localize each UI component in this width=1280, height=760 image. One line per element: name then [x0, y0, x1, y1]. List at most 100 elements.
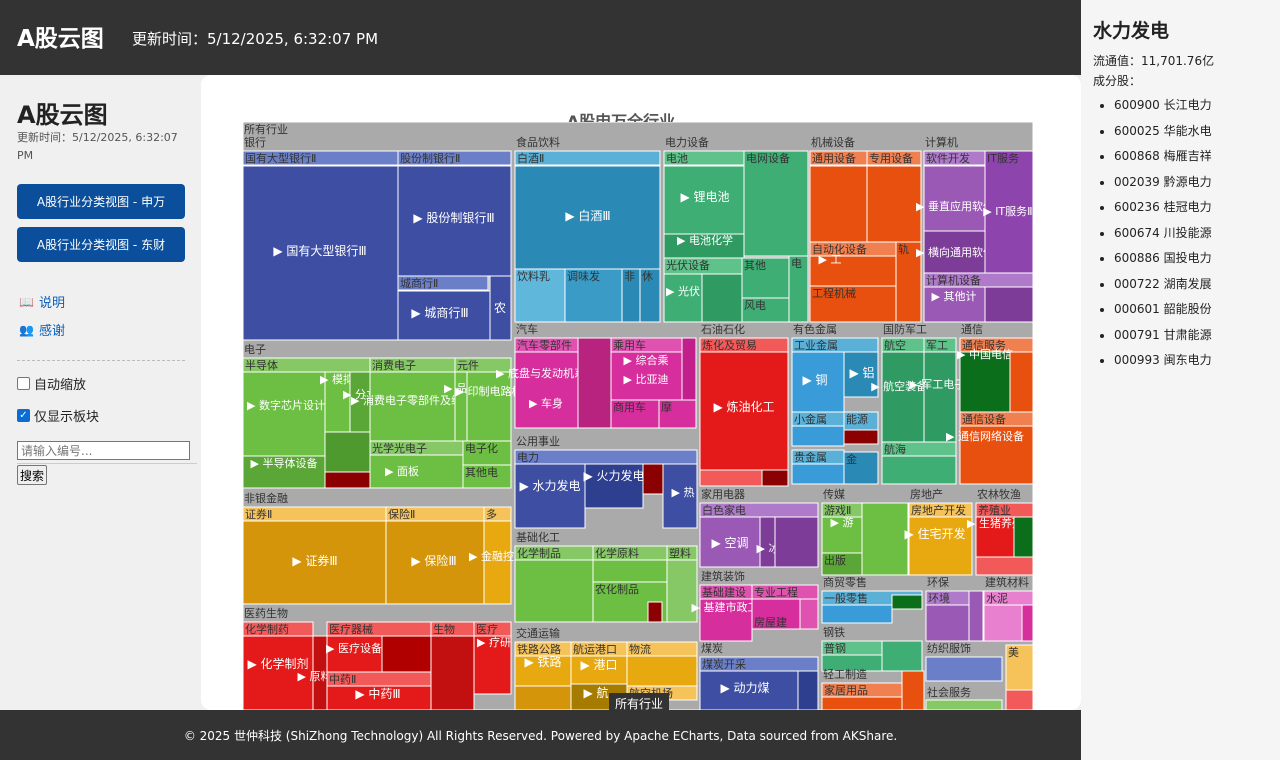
view-shenwan-button[interactable]: A股行业分类视图 - 申万 — [17, 184, 185, 219]
treemap-cell[interactable] — [792, 464, 844, 484]
treemap-cell[interactable] — [627, 656, 697, 686]
treemap-cell[interactable] — [1022, 605, 1033, 641]
thanks-link-label: 感谢 — [39, 320, 65, 339]
treemap-header-label: 通信设备 — [962, 412, 1006, 426]
stock-item: 000791 甘肃能源 — [1114, 323, 1268, 349]
treemap-cell[interactable] — [926, 657, 1002, 681]
treemap-cell[interactable] — [515, 560, 593, 622]
treemap-cell[interactable] — [882, 456, 956, 484]
treemap-cell[interactable] — [902, 671, 924, 710]
treemap-cell[interactable] — [924, 352, 956, 442]
treemap-cell[interactable] — [969, 591, 983, 641]
treemap-cell[interactable] — [515, 686, 571, 710]
treemap-cell[interactable] — [926, 700, 1002, 710]
thanks-link[interactable]: 👥 感谢 — [19, 320, 65, 339]
treemap-cell[interactable] — [882, 352, 924, 442]
view-dongcai-button[interactable]: A股行业分类视图 - 东财 — [17, 227, 185, 262]
checked-box-icon[interactable]: ✓ — [17, 409, 30, 422]
search-button[interactable]: 搜索 — [17, 465, 47, 485]
treemap-header-label: 交通运输 — [516, 626, 560, 640]
search-input[interactable] — [17, 441, 190, 460]
treemap-cell[interactable] — [1010, 352, 1033, 412]
treemap-cell[interactable] — [867, 166, 921, 242]
treemap-header-label: 通信 — [961, 323, 983, 336]
treemap-leaf-label: ▶ 港口 — [580, 658, 617, 672]
treemap-header-label: 其他电 — [465, 466, 498, 479]
sidebar-update-time: 更新时间：5/12/2025, 6:32:07 PM — [17, 129, 187, 165]
treemap-cell[interactable] — [909, 517, 972, 575]
treemap-leaf-label: ▶ 保险Ⅲ — [411, 553, 456, 568]
treemap-cell[interactable] — [882, 641, 922, 671]
treemap-cell[interactable] — [822, 697, 902, 710]
treemap-cell[interactable] — [960, 352, 1010, 412]
unchecked-box-icon[interactable] — [17, 377, 30, 390]
treemap-cell[interactable] — [844, 430, 878, 444]
treemap-leaf-label: ▶ 比亚迪 — [624, 373, 669, 386]
treemap-header-label: 乘用车 — [613, 338, 646, 352]
treemap-cell[interactable] — [892, 595, 922, 609]
treemap-header-label: 房地产开发 — [911, 503, 966, 517]
treemap-cell[interactable] — [822, 605, 892, 623]
treemap-header-label: 饮料乳 — [517, 269, 550, 283]
treemap-cell[interactable] — [926, 605, 969, 641]
treemap-cell[interactable] — [775, 517, 818, 567]
treemap-cell[interactable] — [431, 636, 474, 710]
treemap-header-label: 金 — [846, 452, 857, 466]
treemap-cell[interactable] — [578, 338, 611, 428]
treemap-header-label: 医药生物 — [244, 606, 288, 620]
treemap-header-label: 养殖业 — [978, 503, 1011, 517]
treemap-cell[interactable] — [682, 338, 696, 400]
treemap-cell[interactable] — [798, 671, 818, 710]
about-link[interactable]: 📖 说明 — [19, 292, 65, 311]
treemap-cell[interactable] — [515, 352, 578, 428]
treemap-header-label: 生物 — [433, 622, 455, 636]
treemap-cell[interactable] — [593, 560, 667, 582]
treemap-leaf-label: ▶ 股份制银行Ⅲ — [413, 211, 494, 225]
treemap-cell[interactable] — [984, 605, 1022, 641]
treemap-cell[interactable] — [702, 274, 742, 322]
treemap-cell[interactable] — [762, 470, 788, 486]
treemap-cell[interactable] — [515, 450, 697, 464]
treemap-cell[interactable] — [643, 464, 663, 494]
treemap-cell[interactable] — [243, 372, 325, 456]
stock-item: 600674 川投能源 — [1114, 221, 1268, 247]
treemap-cell[interactable] — [325, 472, 370, 488]
treemap-cell[interactable] — [382, 636, 431, 672]
treemap-header-label: 小金属 — [794, 412, 827, 426]
treemap-cell[interactable] — [800, 599, 818, 629]
treemap-cell[interactable] — [1014, 517, 1033, 557]
treemap-header-label: 建筑装饰 — [701, 569, 745, 583]
treemap-header-label: 塑料 — [669, 546, 691, 560]
treemap-cell[interactable] — [744, 151, 808, 256]
treemap-cell[interactable] — [648, 602, 662, 622]
breadcrumb[interactable]: 所有行业 — [609, 693, 669, 710]
treemap-leaf-label: ▶ 热 — [672, 486, 695, 499]
treemap-cell[interactable] — [664, 274, 702, 322]
treemap-header-label: 专用设备 — [869, 151, 913, 165]
treemap-cell[interactable] — [862, 503, 908, 575]
show-sector-checkbox[interactable]: ✓ 仅显示板块 — [17, 406, 99, 425]
treemap-leaf-label: ▶ 模拟 — [320, 372, 354, 386]
treemap-cell[interactable] — [985, 287, 1033, 322]
treemap-leaf-label: ▶ 工 — [819, 253, 842, 266]
auto-zoom-checkbox[interactable]: 自动缩放 — [17, 374, 86, 393]
treemap-cell[interactable] — [792, 426, 844, 446]
treemap-header-label: 电子化 — [465, 441, 498, 455]
treemap-cell[interactable] — [467, 372, 511, 441]
treemap-header-label: 环保 — [927, 575, 949, 589]
info-constituents-label: 成分股： — [1093, 71, 1268, 91]
treemap-header-label: IT服务 — [987, 152, 1019, 165]
treemap-cell[interactable] — [325, 432, 370, 472]
treemap-cell[interactable] — [810, 166, 867, 242]
treemap-leaf-label: ▶ 数字芯片设计 — [247, 398, 325, 412]
app-title: A股云图 — [17, 19, 104, 53]
treemap-cell[interactable] — [924, 166, 985, 231]
treemap-cell[interactable] — [1006, 690, 1033, 710]
treemap-header-label: 光伏设备 — [666, 258, 710, 272]
treemap-cell[interactable] — [515, 464, 585, 528]
treemap-cell[interactable] — [700, 470, 762, 486]
treemap-leaf-label: ▶ 证券Ⅲ — [292, 553, 337, 568]
treemap-cell[interactable] — [976, 557, 1033, 575]
stock-item: 600025 华能水电 — [1114, 119, 1268, 145]
